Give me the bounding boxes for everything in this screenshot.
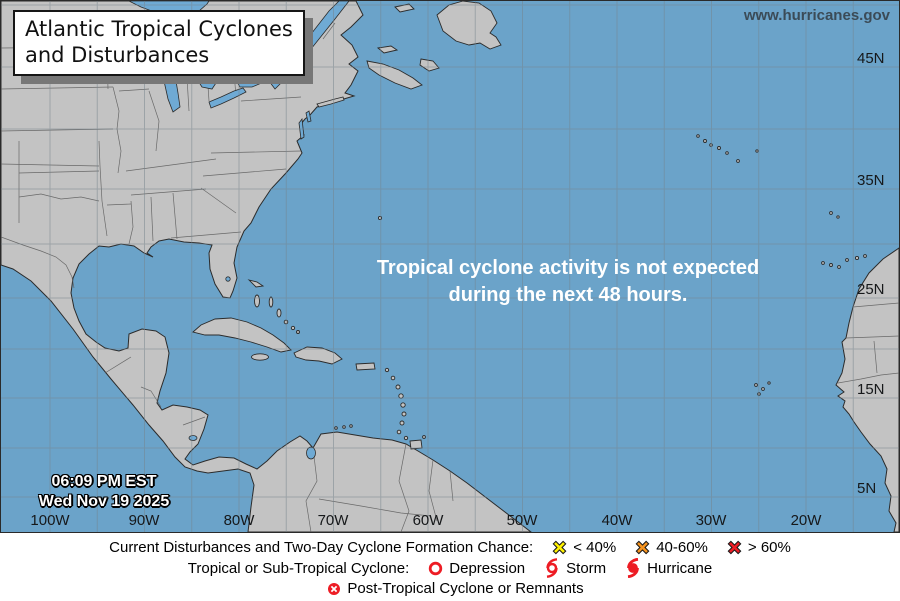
lat-label: 45N — [857, 50, 885, 67]
x-mark-icon — [727, 540, 742, 555]
islands — [192, 1, 867, 450]
lon-label: 20W — [790, 512, 822, 529]
lat-label: 15N — [857, 381, 885, 398]
prince-edward-island — [376, 45, 399, 54]
africa-landmass — [835, 247, 899, 532]
lon-label: 40W — [601, 512, 633, 529]
long-island — [316, 96, 345, 108]
x-mark-icon — [552, 540, 567, 555]
hurricane-label: Hurricane — [647, 559, 713, 577]
political-borders — [1, 14, 899, 532]
cyclone-legend-label: Tropical or Sub-Tropical Cyclone: — [187, 559, 410, 577]
low-chance-label: < 40% — [573, 539, 617, 556]
americas-landmass — [1, 1, 532, 532]
newfoundland — [436, 1, 502, 50]
lon-label: 70W — [317, 512, 349, 529]
legend-item-low-chance: < 40% — [551, 538, 616, 557]
map-title-box: Atlantic Tropical Cyclones and Disturban… — [13, 10, 305, 76]
depression-label: Depression — [449, 559, 526, 577]
graticule — [1, 1, 899, 532]
legend-item-storm: Storm — [543, 558, 606, 578]
disturbance-legend-label: Current Disturbances and Two-Day Cyclone… — [109, 539, 534, 556]
legend-row-disturbances: Current Disturbances and Two-Day Cyclone… — [109, 538, 791, 557]
post-tropical-icon — [328, 582, 341, 595]
timestamp-date: Wed Nov 19 2025 — [38, 493, 170, 510]
legend: Current Disturbances and Two-Day Cyclone… — [0, 533, 900, 601]
legend-item-high-chance: > 60% — [726, 538, 791, 557]
basemap — [1, 1, 899, 532]
hispaniola — [293, 346, 343, 365]
legend-item-post-tropical: Post-Tropical Cyclone or Remnants — [326, 579, 584, 598]
lat-label: 35N — [857, 172, 885, 189]
timestamp-time: 06:09 PM EST — [51, 473, 157, 490]
atlantic-outlook-map: Atlantic Tropical Cyclones and Disturban… — [0, 0, 900, 533]
depression-icon — [429, 561, 443, 575]
jamaica — [251, 353, 269, 361]
map-title-line1: Atlantic Tropical Cyclones — [25, 17, 293, 41]
legend-row-post-tropical: Post-Tropical Cyclone or Remnants — [316, 579, 584, 598]
tropical-storm-icon — [546, 558, 558, 578]
lon-label: 80W — [223, 512, 255, 529]
lon-label: 100W — [30, 512, 70, 529]
cape-breton — [419, 58, 440, 72]
issuance-timestamp: 06:09 PM EST Wed Nov 19 2025 — [19, 472, 189, 512]
lon-label: 50W — [506, 512, 538, 529]
lat-label: 25N — [857, 281, 885, 298]
legend-item-medium-chance: 40-60% — [634, 538, 708, 557]
legend-item-depression: Depression — [427, 559, 525, 578]
outlook-message: Tropical cyclone activity is not expecte… — [331, 255, 805, 309]
medium-chance-label: 40-60% — [656, 539, 708, 556]
hurricane-icon — [627, 558, 640, 578]
post-tropical-label: Post-Tropical Cyclone or Remnants — [347, 580, 584, 597]
puerto-rico — [355, 362, 376, 371]
storm-label: Storm — [566, 559, 607, 577]
lon-label: 30W — [695, 512, 727, 529]
lon-label: 90W — [128, 512, 160, 529]
high-chance-label: > 60% — [747, 539, 791, 556]
lon-label: 60W — [412, 512, 444, 529]
lat-label: 5N — [857, 480, 877, 497]
cuba — [192, 317, 292, 353]
map-title-line2: and Disturbances — [25, 43, 210, 67]
x-mark-icon — [635, 540, 650, 555]
legend-row-cyclones: Tropical or Sub-Tropical Cyclone: Depres… — [188, 558, 712, 578]
website-url: www.hurricanes.gov — [743, 7, 890, 24]
outlook-message-line2: during the next 48 hours. — [448, 284, 688, 306]
outlook-message-line1: Tropical cyclone activity is not expecte… — [376, 257, 760, 279]
legend-item-hurricane: Hurricane — [624, 558, 712, 578]
